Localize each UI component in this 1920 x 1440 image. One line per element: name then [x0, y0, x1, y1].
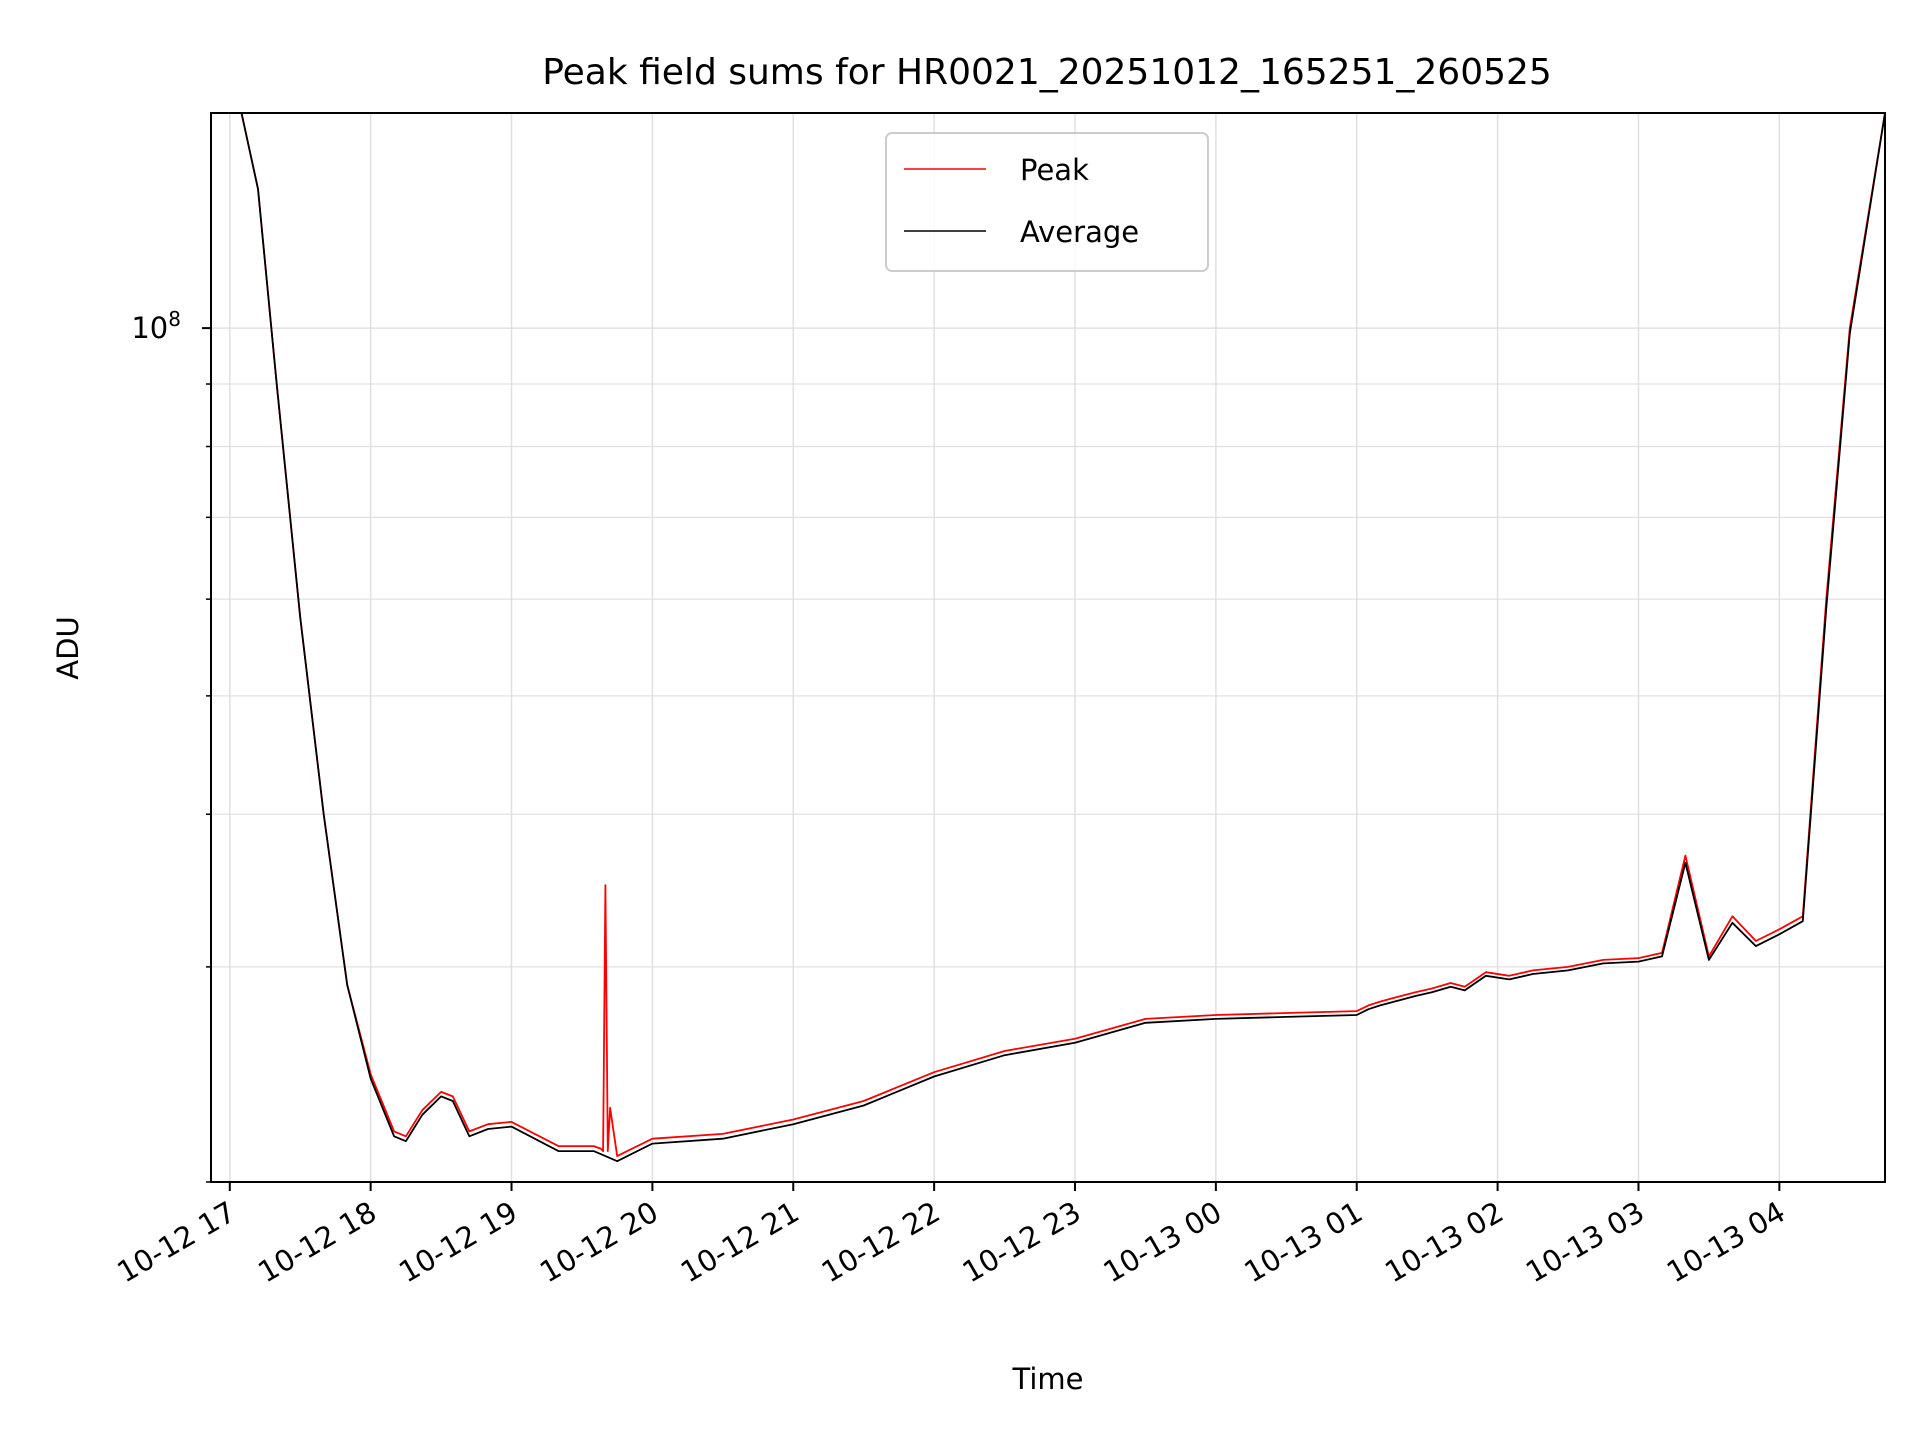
- y-axis: 108: [131, 307, 211, 1183]
- legend-average-label: Average: [1020, 215, 1139, 249]
- grid: [211, 113, 1885, 1183]
- series-line-peak: [211, 113, 1885, 1157]
- y-tick-label-base: 10: [131, 311, 168, 345]
- legend-box: [885, 132, 1209, 272]
- legend-peak-label: Peak: [1020, 153, 1089, 187]
- plot-frame: [210, 112, 1886, 1183]
- legend: Peak Average: [885, 132, 1209, 272]
- y-tick-label-exponent: 8: [168, 307, 181, 331]
- y-tick-label: 108: [131, 307, 181, 345]
- chart-title: Peak field sums for HR0021_20251012_1652…: [542, 52, 1552, 93]
- y-axis-label: ADU: [51, 616, 85, 679]
- plot-area: [211, 113, 1885, 1163]
- series-line-average: [211, 113, 1885, 1163]
- x-axis-label: Time: [1012, 1362, 1084, 1396]
